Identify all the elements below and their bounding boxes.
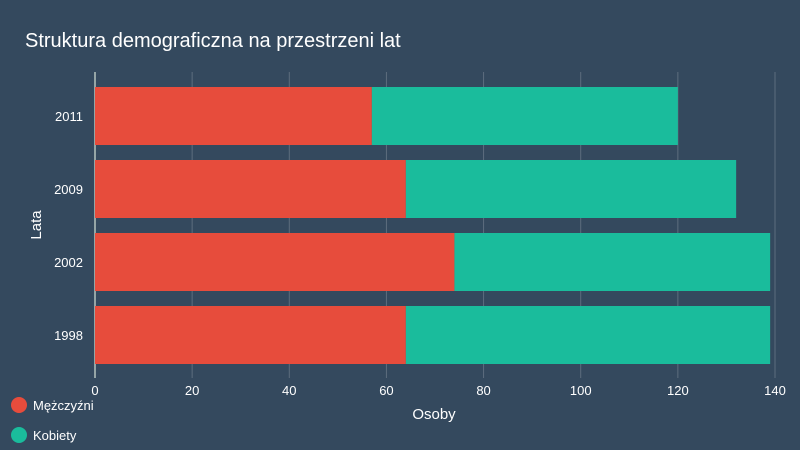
bar-2009-series-1 (405, 160, 737, 218)
bar-2002-series-0 (95, 233, 455, 291)
x-tick-label: 0 (91, 383, 98, 398)
legend-marker (11, 397, 27, 413)
x-tick-label: 100 (570, 383, 592, 398)
y-tick-label: 2002 (54, 255, 83, 270)
legend-marker (11, 427, 27, 443)
x-tick-label: 80 (476, 383, 490, 398)
y-tick-label: 2009 (54, 182, 83, 197)
x-tick-label: 140 (764, 383, 786, 398)
y-axis-title: Lata (28, 210, 45, 240)
x-axis-title: Osoby (412, 406, 456, 423)
x-tick-label: 40 (282, 383, 296, 398)
legend-item[interactable]: Kobiety (11, 427, 77, 443)
chart-title: Struktura demograficzna na przestrzeni l… (25, 30, 401, 52)
bar-1998-series-1 (405, 306, 771, 364)
bars (95, 87, 771, 364)
x-tick-label: 120 (667, 383, 689, 398)
x-tick-label: 20 (185, 383, 199, 398)
legend[interactable]: Mężczyźni Kobiety (11, 397, 94, 443)
bar-1998-series-0 (95, 306, 406, 364)
bar-2009-series-0 (95, 160, 406, 218)
bar-2011-series-1 (371, 87, 678, 145)
x-tick-label: 60 (379, 383, 393, 398)
legend-label: Mężczyźni (33, 398, 94, 413)
bar-2011-series-0 (95, 87, 372, 145)
y-tick-label: 2011 (55, 109, 83, 124)
legend-label: Kobiety (33, 428, 77, 443)
y-axis-ticks: 2011 2009 2002 1998 (54, 109, 83, 343)
x-axis-ticks: 0 20 40 60 80 100 120 140 (91, 383, 785, 398)
y-tick-label: 1998 (54, 328, 83, 343)
bar-2002-series-1 (454, 233, 771, 291)
legend-item[interactable]: Mężczyźni (11, 397, 94, 413)
